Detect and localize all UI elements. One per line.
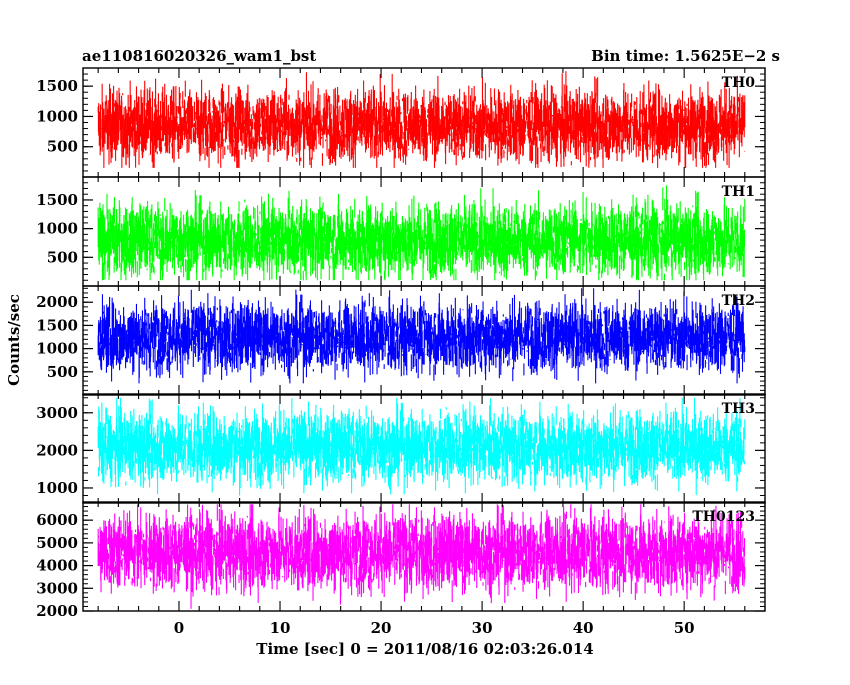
y-tick-label: 2000 — [36, 602, 78, 620]
series-th3 — [97, 397, 746, 496]
y-tick-label: 1500 — [36, 316, 78, 334]
series-th2 — [97, 288, 746, 384]
y-tick-label: 1000 — [36, 479, 78, 497]
series-th1 — [97, 185, 746, 281]
x-axis-title: Time [sec] 0 = 2011/08/16 02:03:26.014 — [256, 640, 593, 658]
y-tick-label: 500 — [47, 138, 78, 156]
panel-label: TH0123 — [692, 509, 755, 525]
x-tick-label: 20 — [371, 619, 392, 637]
panel-th3: 1000 2000 3000 TH3 — [36, 393, 766, 504]
chart-title-right: Bin time: 1.5625E−2 s — [591, 47, 780, 65]
panel-label: TH3 — [722, 401, 755, 417]
x-tick-label: 0 — [174, 619, 184, 637]
x-tick-label: 30 — [472, 619, 493, 637]
y-tick-label: 500 — [47, 248, 78, 266]
panel-label: TH0 — [722, 75, 756, 91]
x-tick-label: 10 — [270, 619, 291, 637]
y-tick-label: 3000 — [36, 579, 78, 597]
panel-label: TH1 — [722, 184, 755, 200]
panel-th2: 500 1000 1500 2000 TH2 — [36, 285, 766, 396]
y-tick-label: 1000 — [36, 340, 78, 358]
series-th0 — [97, 71, 746, 168]
chart-title-left: ae110816020326_wam1_bst — [82, 47, 316, 65]
panel-frame — [82, 393, 766, 504]
y-tick-label: 6000 — [36, 511, 78, 529]
y-tick-label: 2000 — [36, 293, 78, 311]
y-tick-label: 5000 — [36, 534, 78, 552]
x-tick-label: 40 — [573, 619, 594, 637]
panel-th0123: 2000 3000 4000 5000 6000 TH0123 — [36, 501, 766, 620]
y-tick-label: 3000 — [36, 404, 78, 422]
panel-frame — [82, 285, 766, 396]
x-tick-label: 50 — [674, 619, 695, 637]
panel-label: TH2 — [722, 293, 755, 309]
series-th0123 — [97, 504, 746, 609]
y-tick-label: 4000 — [36, 557, 78, 575]
y-tick-label: 1000 — [36, 220, 78, 238]
y-tick-label: 1500 — [36, 77, 78, 95]
y-tick-label: 1000 — [36, 107, 78, 125]
panel-th0: 500 1000 1500 TH0 — [36, 67, 766, 178]
panel-th1: 500 1000 1500 TH1 — [36, 176, 766, 287]
y-axis-title: Counts/sec — [5, 294, 23, 386]
y-tick-label: 500 — [47, 363, 78, 381]
y-tick-label: 1500 — [36, 191, 78, 209]
y-tick-label: 2000 — [36, 441, 78, 459]
